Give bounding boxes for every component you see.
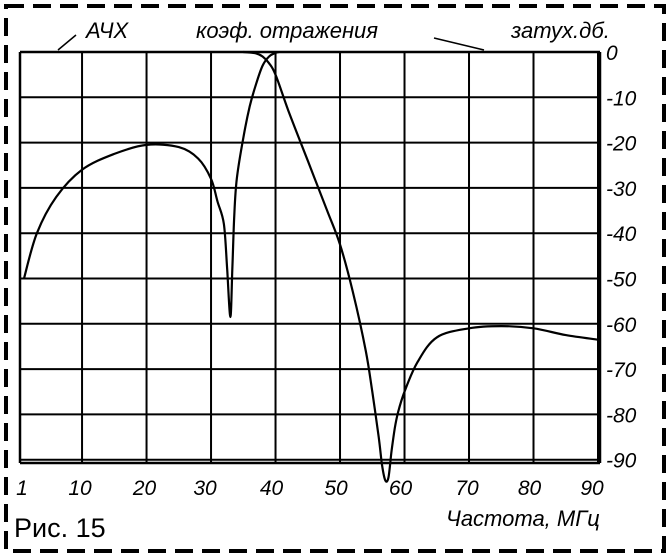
y-tick-label: -30 bbox=[606, 178, 637, 201]
y-tick-label: -70 bbox=[606, 359, 637, 382]
x-tick-label: 60 bbox=[389, 477, 413, 500]
x-tick-label: 20 bbox=[132, 477, 157, 500]
x-tick-label: 30 bbox=[193, 477, 217, 500]
y-axis-ticks: 0 -10 -20 -30 -40 -50 -60 -70 -80 -90 bbox=[606, 42, 637, 473]
y-tick-label: -80 bbox=[606, 404, 637, 427]
curve-label-reflection-coefficient-leader bbox=[433, 37, 485, 51]
y-tick-label: 0 bbox=[606, 42, 618, 65]
series-frequency-response bbox=[22, 50, 280, 319]
x-axis-title: Частота, МГц bbox=[446, 506, 600, 531]
figure-border bbox=[4, 4, 666, 553]
x-axis-ticks: 1 10 20 30 40 50 60 70 80 90 bbox=[16, 477, 604, 500]
x-tick-label: 10 bbox=[68, 477, 92, 500]
y-tick-label: -50 bbox=[606, 269, 637, 292]
grid bbox=[18, 50, 602, 465]
x-tick-label: 1 bbox=[16, 477, 28, 500]
x-tick-label: 80 bbox=[518, 477, 542, 500]
figure-label: Рис. 15 bbox=[14, 513, 106, 543]
y-tick-label: -10 bbox=[606, 87, 637, 110]
y-tick-label: -40 bbox=[606, 223, 637, 246]
y-axis-title: затух.дб. bbox=[510, 18, 610, 43]
y-tick-label: -20 bbox=[606, 133, 637, 156]
y-tick-label: -90 bbox=[606, 450, 637, 473]
curve-label-reflection-coefficient: коэф. отражения bbox=[196, 18, 378, 43]
curve-label-frequency-response-leader bbox=[57, 34, 77, 51]
x-tick-label: 40 bbox=[260, 477, 284, 500]
series-reflection-coefficient bbox=[243, 50, 599, 483]
curves bbox=[22, 50, 599, 483]
x-tick-label: 70 bbox=[455, 477, 479, 500]
x-tick-label: 90 bbox=[580, 477, 604, 500]
x-tick-label: 50 bbox=[324, 477, 348, 500]
curve-label-frequency-response: АЧХ bbox=[84, 18, 130, 43]
y-tick-label: -60 bbox=[606, 314, 637, 337]
